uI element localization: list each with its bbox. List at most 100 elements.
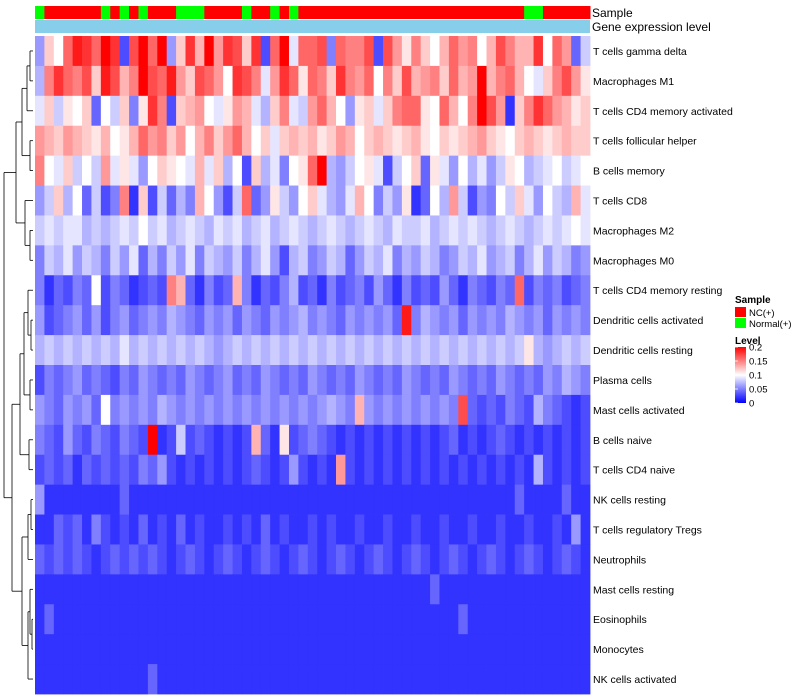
heatmap-cell (213, 634, 224, 665)
heatmap-cell (420, 574, 431, 605)
heatmap-cell (194, 424, 205, 456)
sample-annotation-cell (147, 6, 158, 19)
heatmap-cell (448, 275, 459, 306)
heatmap-cell (336, 365, 346, 396)
heatmap-cell (194, 245, 205, 276)
heatmap-cell (448, 574, 459, 605)
heatmap-cell (91, 95, 102, 127)
heatmap-cell (119, 245, 130, 276)
heatmap-cell (157, 275, 168, 306)
heatmap-cell (138, 125, 149, 157)
heatmap-cell (260, 95, 271, 127)
heatmap-cell (129, 245, 139, 276)
heatmap-cell (411, 574, 422, 605)
sample-annotation-cell (336, 6, 346, 19)
heatmap-cell (298, 514, 309, 545)
heatmap-cell (392, 544, 403, 575)
heatmap-cell (383, 125, 393, 157)
heatmap-cell (91, 454, 102, 486)
heatmap-cell (138, 95, 149, 127)
heatmap-cell (354, 155, 365, 186)
heatmap-cell (241, 185, 252, 216)
heatmap-cell (232, 394, 243, 426)
heatmap-cell (561, 305, 572, 336)
sample-annotation-cell (270, 6, 281, 19)
heatmap-cell (35, 305, 45, 336)
level-ticks: 0.2 0.15 0.1 0.05 0 (735, 343, 768, 410)
sample-annotation-cell (194, 6, 205, 19)
heatmap-cell (307, 634, 318, 665)
heatmap-cell (232, 634, 243, 665)
sample-annotation-cell (458, 6, 469, 19)
heatmap-cell (354, 604, 365, 635)
heatmap-cell (477, 335, 487, 366)
heatmap-cell (495, 574, 506, 605)
heatmap-cell (260, 245, 271, 276)
heatmap-cell (138, 275, 149, 306)
heatmap-cell (345, 36, 356, 67)
heatmap-cell (63, 544, 74, 575)
heatmap-cell (157, 514, 168, 545)
heatmap-cell (82, 36, 92, 67)
heatmap-cell (298, 95, 309, 127)
heatmap-cell (571, 95, 581, 127)
sample-annotation-cell (176, 6, 187, 19)
heatmap-cell (448, 424, 459, 456)
heatmap-cell (166, 634, 177, 665)
heatmap-cell (448, 335, 459, 366)
heatmap-cell (270, 634, 280, 665)
heatmap-cell (467, 514, 478, 545)
heatmap-cell (157, 394, 168, 426)
heatmap-cell (35, 155, 45, 186)
heatmap-cell (270, 484, 280, 515)
heatmap-cell (129, 634, 139, 665)
sample-annotation-cell (213, 6, 224, 19)
heatmap-cell (514, 544, 525, 575)
heatmap-cell (63, 394, 74, 426)
heatmap-cell (279, 155, 290, 186)
heatmap-cell (486, 394, 497, 426)
heatmap-cell (241, 95, 252, 127)
heatmap-cell (138, 454, 149, 486)
heatmap-cell (345, 514, 356, 545)
heatmap-cell (383, 215, 393, 246)
heatmap-cell (110, 514, 121, 545)
heatmap-cell (533, 65, 544, 97)
heatmap-cell (420, 155, 431, 186)
heatmap-cell (495, 215, 506, 246)
heatmap-cell (505, 215, 516, 246)
row-label: Macrophages M1 (593, 76, 674, 88)
heatmap-cell (336, 245, 346, 276)
heatmap-cell (383, 574, 393, 605)
heatmap-cell (430, 365, 440, 396)
heatmap-cell (392, 36, 403, 67)
heatmap-cell (336, 305, 346, 336)
heatmap-cell (100, 305, 111, 336)
heatmap-cell (467, 484, 478, 515)
heatmap-cell (317, 275, 328, 306)
heatmap-cell (514, 335, 525, 366)
heatmap-cell (288, 36, 299, 67)
heatmap-cell (439, 664, 450, 695)
heatmap-cell (194, 155, 205, 186)
heatmap-cell (138, 36, 149, 67)
heatmap-cell (251, 424, 262, 456)
heatmap-cell (72, 305, 83, 336)
heatmap-cell (326, 394, 337, 426)
heatmap-cell (288, 185, 299, 216)
heatmap-cell (138, 365, 149, 396)
heatmap-cell (251, 484, 262, 515)
heatmap-cell (91, 155, 102, 186)
heatmap-cell (185, 604, 196, 635)
heatmap-cell (345, 215, 356, 246)
heatmap-cell (458, 36, 469, 67)
heatmap-cell (561, 454, 572, 486)
heatmap-cell (100, 36, 111, 67)
heatmap-cell (439, 365, 450, 396)
heatmap-cell (251, 305, 262, 336)
heatmap-cell (251, 215, 262, 246)
heatmap-cell (110, 305, 121, 336)
heatmap-cell (505, 185, 516, 216)
heatmap-cell (232, 365, 243, 396)
heatmap-cell (467, 95, 478, 127)
